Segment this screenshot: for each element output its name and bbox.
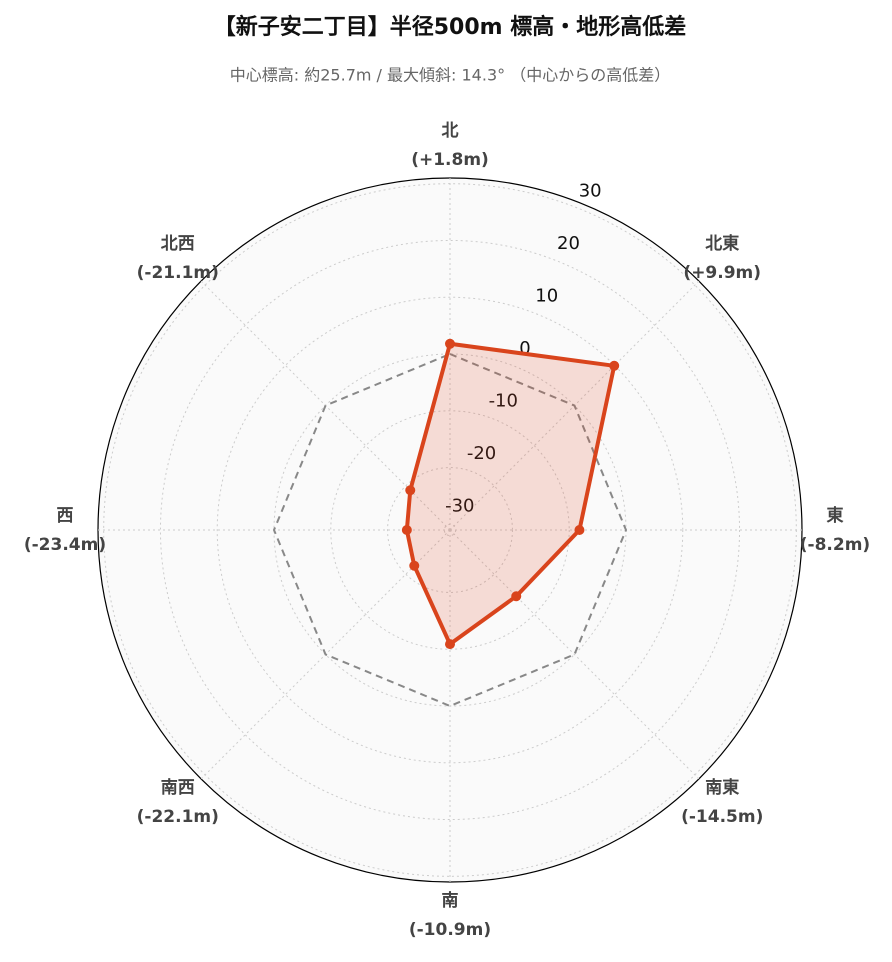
r-tick-label: 0 bbox=[519, 338, 530, 359]
category-label: 南 bbox=[442, 890, 459, 911]
value-label: (-21.1m) bbox=[137, 263, 219, 283]
category-label: 南西 bbox=[161, 777, 195, 798]
chart-title: 【新子安二丁目】半径500m 標高・地形高低差 bbox=[214, 14, 687, 40]
data-point bbox=[405, 485, 416, 496]
data-point bbox=[609, 360, 620, 371]
r-tick-label: -30 bbox=[445, 495, 474, 516]
grid-circle bbox=[216, 296, 684, 764]
data-point bbox=[511, 591, 522, 602]
value-label: (-8.2m) bbox=[800, 535, 870, 555]
r-tick-label: 10 bbox=[535, 285, 558, 306]
grid-circle bbox=[103, 183, 797, 877]
r-tick-label: 30 bbox=[579, 181, 602, 202]
chart-subtitle: 中心標高: 約25.7m / 最大傾斜: 14.3° （中心からの高低差） bbox=[230, 66, 670, 85]
value-label: (-14.5m) bbox=[681, 807, 763, 827]
grid-circle bbox=[387, 467, 513, 593]
spoke bbox=[449, 529, 700, 780]
category-label: 北 bbox=[442, 121, 459, 141]
value-label: (+1.8m) bbox=[411, 150, 489, 170]
data-point bbox=[409, 560, 420, 571]
category-label: 南東 bbox=[705, 777, 739, 798]
category-label: 北西 bbox=[161, 234, 195, 254]
r-tick-label: -10 bbox=[489, 390, 518, 411]
value-label: (+9.9m) bbox=[683, 263, 761, 283]
value-label: (-22.1m) bbox=[137, 807, 219, 827]
data-point bbox=[401, 525, 412, 535]
value-label: (-10.9m) bbox=[409, 920, 491, 940]
data-point bbox=[445, 639, 455, 650]
category-label: 北東 bbox=[705, 233, 739, 254]
grid-circle bbox=[159, 239, 741, 821]
data-point bbox=[445, 338, 455, 349]
grid-circle bbox=[443, 523, 457, 537]
grid-circle bbox=[330, 410, 570, 650]
category-label: 西 bbox=[57, 506, 74, 526]
r-tick-label: -20 bbox=[467, 443, 496, 464]
category-label: 東 bbox=[827, 505, 844, 526]
data-point bbox=[574, 525, 585, 535]
r-tick-label: 20 bbox=[557, 233, 580, 254]
value-label: (-23.4m) bbox=[24, 535, 106, 555]
